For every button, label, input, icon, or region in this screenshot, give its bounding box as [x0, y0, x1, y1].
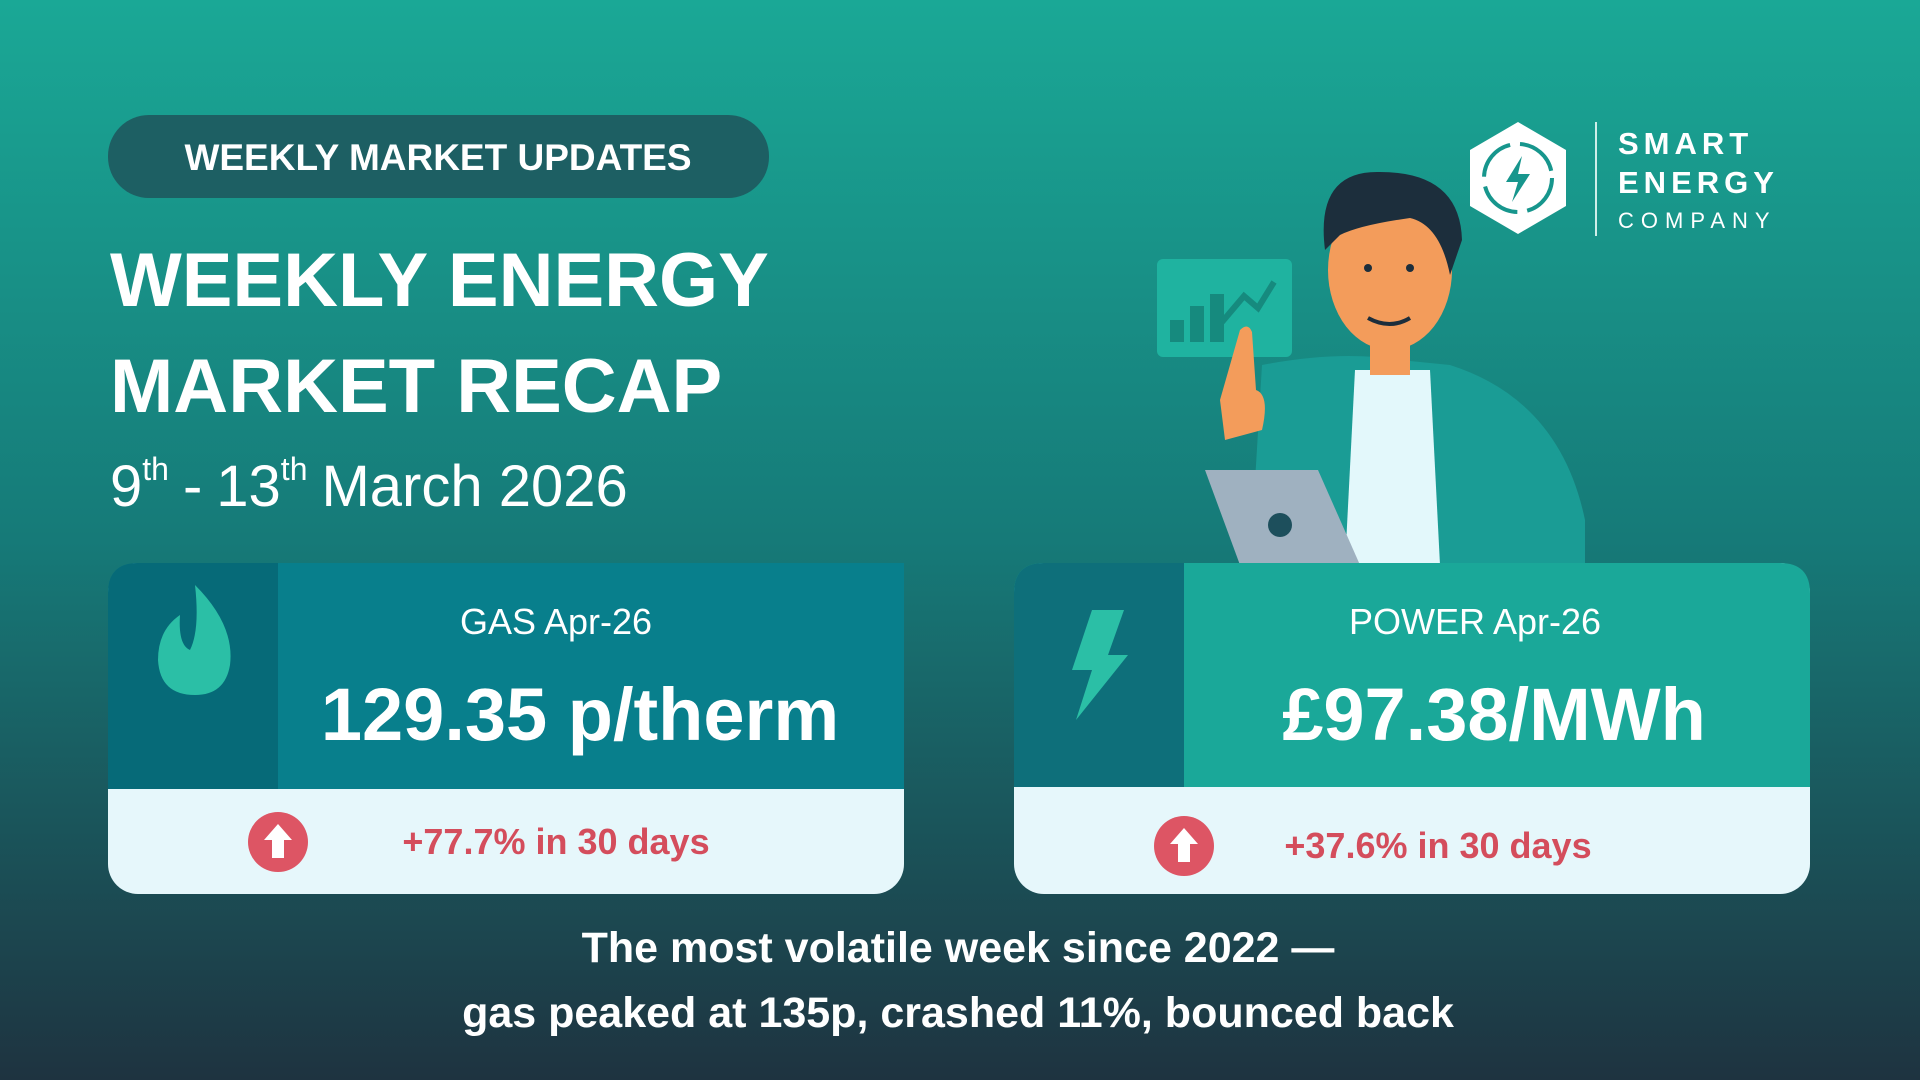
board-bar: [1210, 294, 1224, 342]
footer-line: gas peaked at 135p, crashed 11%, bounced…: [462, 989, 1454, 1037]
date-part: March 2026: [321, 454, 627, 519]
date-suffix: th: [142, 451, 169, 487]
board-bar: [1170, 320, 1184, 342]
title-line: WEEKLY ENERGY: [110, 238, 769, 323]
card-change: +37.6% in 30 days: [1284, 825, 1591, 866]
board-trend: [1219, 280, 1277, 324]
logo-text: SMART: [1618, 126, 1753, 161]
card-top: [108, 563, 904, 789]
laptop-logo: [1268, 513, 1292, 537]
card-label: POWER Apr-26: [1349, 601, 1601, 642]
title-line: MARKET RECAP: [110, 344, 722, 429]
date-suffix: th: [281, 451, 308, 487]
person-neck: [1370, 330, 1410, 375]
person-smile: [1367, 316, 1412, 326]
date-range: 9th -13th March 2026: [110, 451, 628, 519]
card-label: GAS Apr-26: [460, 601, 652, 642]
chart-board: [1157, 259, 1292, 357]
badge-text: WEEKLY MARKET UPDATES: [184, 137, 691, 178]
up-arrow: [1170, 828, 1198, 862]
logo-text: ENERGY: [1618, 165, 1779, 200]
logo-ring: [1482, 142, 1554, 214]
logo-text: COMPANY: [1618, 208, 1777, 233]
person-hair: [1323, 171, 1462, 275]
card-price: £97.38/MWh: [1282, 673, 1706, 756]
person-shirt: [1345, 370, 1440, 565]
person-eye: [1406, 264, 1414, 272]
board-bar: [1190, 306, 1204, 342]
card-top: [1014, 563, 1810, 787]
footer-line: The most volatile week since 2022 —: [582, 924, 1335, 972]
person-eye: [1364, 264, 1372, 272]
date-part: 9: [110, 454, 142, 519]
logo-bolt: [1506, 156, 1530, 202]
gas-icon: [158, 585, 231, 695]
badge-pill: [108, 115, 769, 198]
up-arrow: [264, 824, 292, 858]
person-face: [1328, 190, 1452, 350]
person-hand: [1220, 326, 1265, 440]
card-change: +77.7% in 30 days: [402, 821, 709, 862]
power-icon: [1072, 610, 1128, 720]
card-price: 129.35 p/therm: [321, 673, 839, 756]
date-part: -: [183, 454, 202, 519]
date-part: 13: [216, 454, 281, 519]
